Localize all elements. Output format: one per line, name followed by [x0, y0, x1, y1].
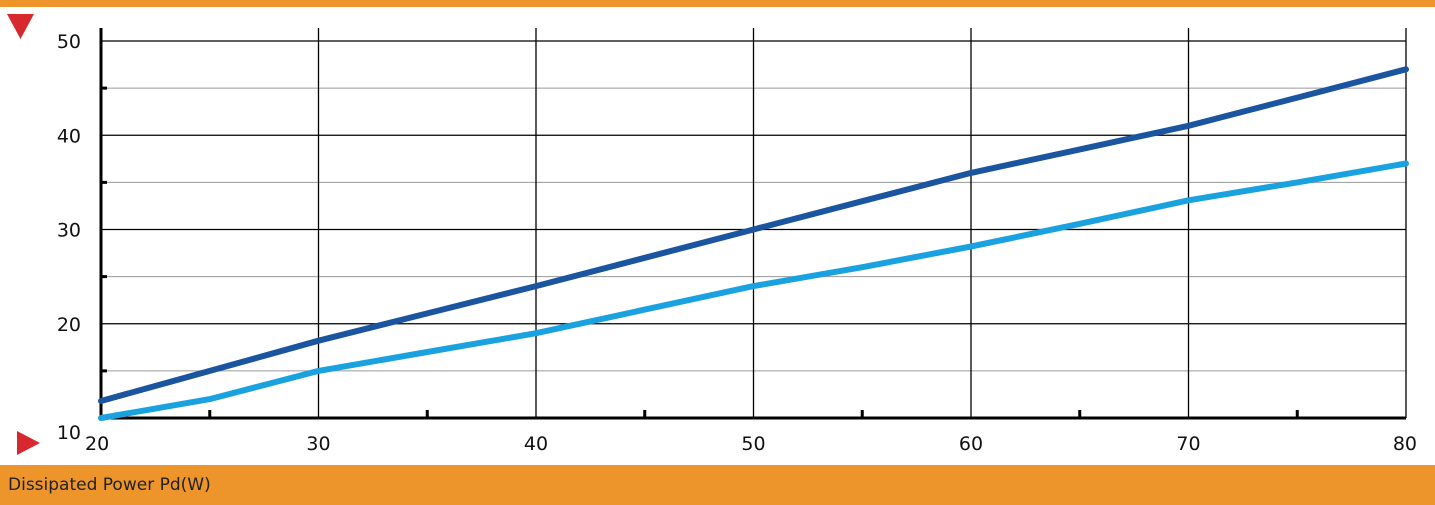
- y-tick-label: 50: [57, 31, 81, 53]
- major-gridlines: [101, 28, 1407, 418]
- data-series: [98, 66, 1409, 421]
- x-tick-label: 80: [1393, 433, 1417, 455]
- x-tick-label: 20: [85, 433, 109, 455]
- y-tick-label: 30: [57, 220, 81, 242]
- x-tick-label: 70: [1176, 433, 1200, 455]
- top-accent-band: [0, 0, 1435, 7]
- axis-markers: [7, 14, 40, 455]
- x-tick-label: 60: [959, 433, 983, 455]
- y-tick-label: 40: [57, 125, 81, 147]
- series-line-2: [98, 160, 1409, 421]
- y-tick-label: 10: [57, 422, 81, 444]
- y-tick-label: 20: [57, 314, 81, 336]
- x-axis-marker-icon: [17, 431, 40, 455]
- x-axis-label-band: Dissipated Power Pd(W): [0, 465, 1435, 505]
- series-line-1: [98, 66, 1409, 404]
- y-axis-marker-icon: [7, 14, 34, 39]
- chart-axes: [99, 28, 1406, 420]
- x-axis-label: Dissipated Power Pd(W): [8, 475, 211, 495]
- x-tick-label: 40: [524, 433, 548, 455]
- x-tick-label: 30: [306, 433, 330, 455]
- x-tick-label: 50: [741, 433, 765, 455]
